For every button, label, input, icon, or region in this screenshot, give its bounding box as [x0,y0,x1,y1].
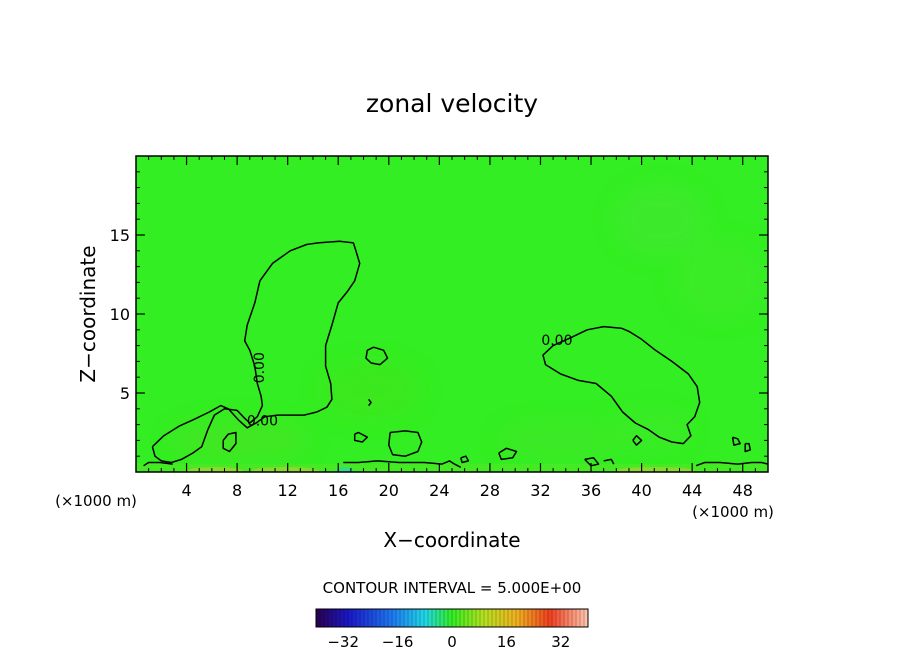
x-tick-label: 24 [429,481,449,500]
x-tick-label: 36 [581,481,601,500]
contour-label-0: 0.00 [247,413,278,429]
contour-label-2: 0.00 [252,352,268,383]
x-tick-label: 20 [379,481,399,500]
contour-line-10 [460,455,470,464]
colorbar-tick-label: 0 [447,633,457,651]
x-axis: 4 8 12 16 20 24 28 32 36 40 44 48 [148,156,756,500]
colorbar-frame [315,608,589,628]
plot-area: 0.00 0.00 0.00 [135,155,769,473]
contour-line-9 [744,442,752,453]
y-tick-label: 15 [110,226,130,245]
x-tick-label: 48 [733,481,753,500]
x-axis-label: X−coordinate [383,528,520,552]
colorbar-stripes [319,609,585,627]
colorbar-ticks: −32 −16 0 16 32 [327,633,570,651]
x-tick-label: 44 [682,481,702,500]
colorbar: −32 −16 0 16 32 [315,608,589,651]
x-tick-label: 8 [232,481,242,500]
y-tick-label: 5 [120,384,130,403]
x-unit-right-label: (×1000 m) [692,503,774,521]
contour-line-15 [695,461,768,467]
colorbar-tick-label: 32 [551,633,570,651]
x-tick-label: 12 [278,481,298,500]
x-tick-label: 28 [480,481,500,500]
contour-line-14 [603,458,615,465]
y-axis-label: Z−coordinate [76,245,100,382]
contour-lines [143,240,768,468]
contour-line-3 [388,430,423,457]
x-tick-label: 16 [328,481,348,500]
contour-line-12 [143,461,173,467]
contour-line-0 [151,240,361,464]
contour-line-5 [353,431,369,443]
contour-line-13 [584,457,600,467]
contour-labels: 0.00 0.00 0.00 [247,333,573,430]
contour-line-8 [731,436,741,446]
contour-line-4 [222,431,237,453]
contour-line-11 [343,460,462,468]
contour-line-2 [365,346,389,366]
x-tick-label: 40 [631,481,651,500]
y-axis: 5 10 15 [110,171,768,457]
chart-title: zonal velocity [366,89,538,118]
contour-line-16 [368,398,372,407]
colorbar-tick-label: −16 [382,633,414,651]
colorbar-tick-label: 16 [497,633,516,651]
contour-interval-text: CONTOUR INTERVAL = 5.000E+00 [323,579,582,597]
colorbar-tick-label: −32 [327,633,359,651]
contour-line-1 [542,325,701,445]
x-tick-label: 32 [530,481,550,500]
contour-line-6 [498,447,518,461]
contour-line-7 [632,434,643,446]
contour-label-1: 0.00 [541,333,572,349]
y-tick-label: 10 [110,305,130,324]
x-tick-label: 4 [181,481,191,500]
x-unit-left-label: (×1000 m) [55,492,137,510]
colorbar-gradient [316,609,588,627]
